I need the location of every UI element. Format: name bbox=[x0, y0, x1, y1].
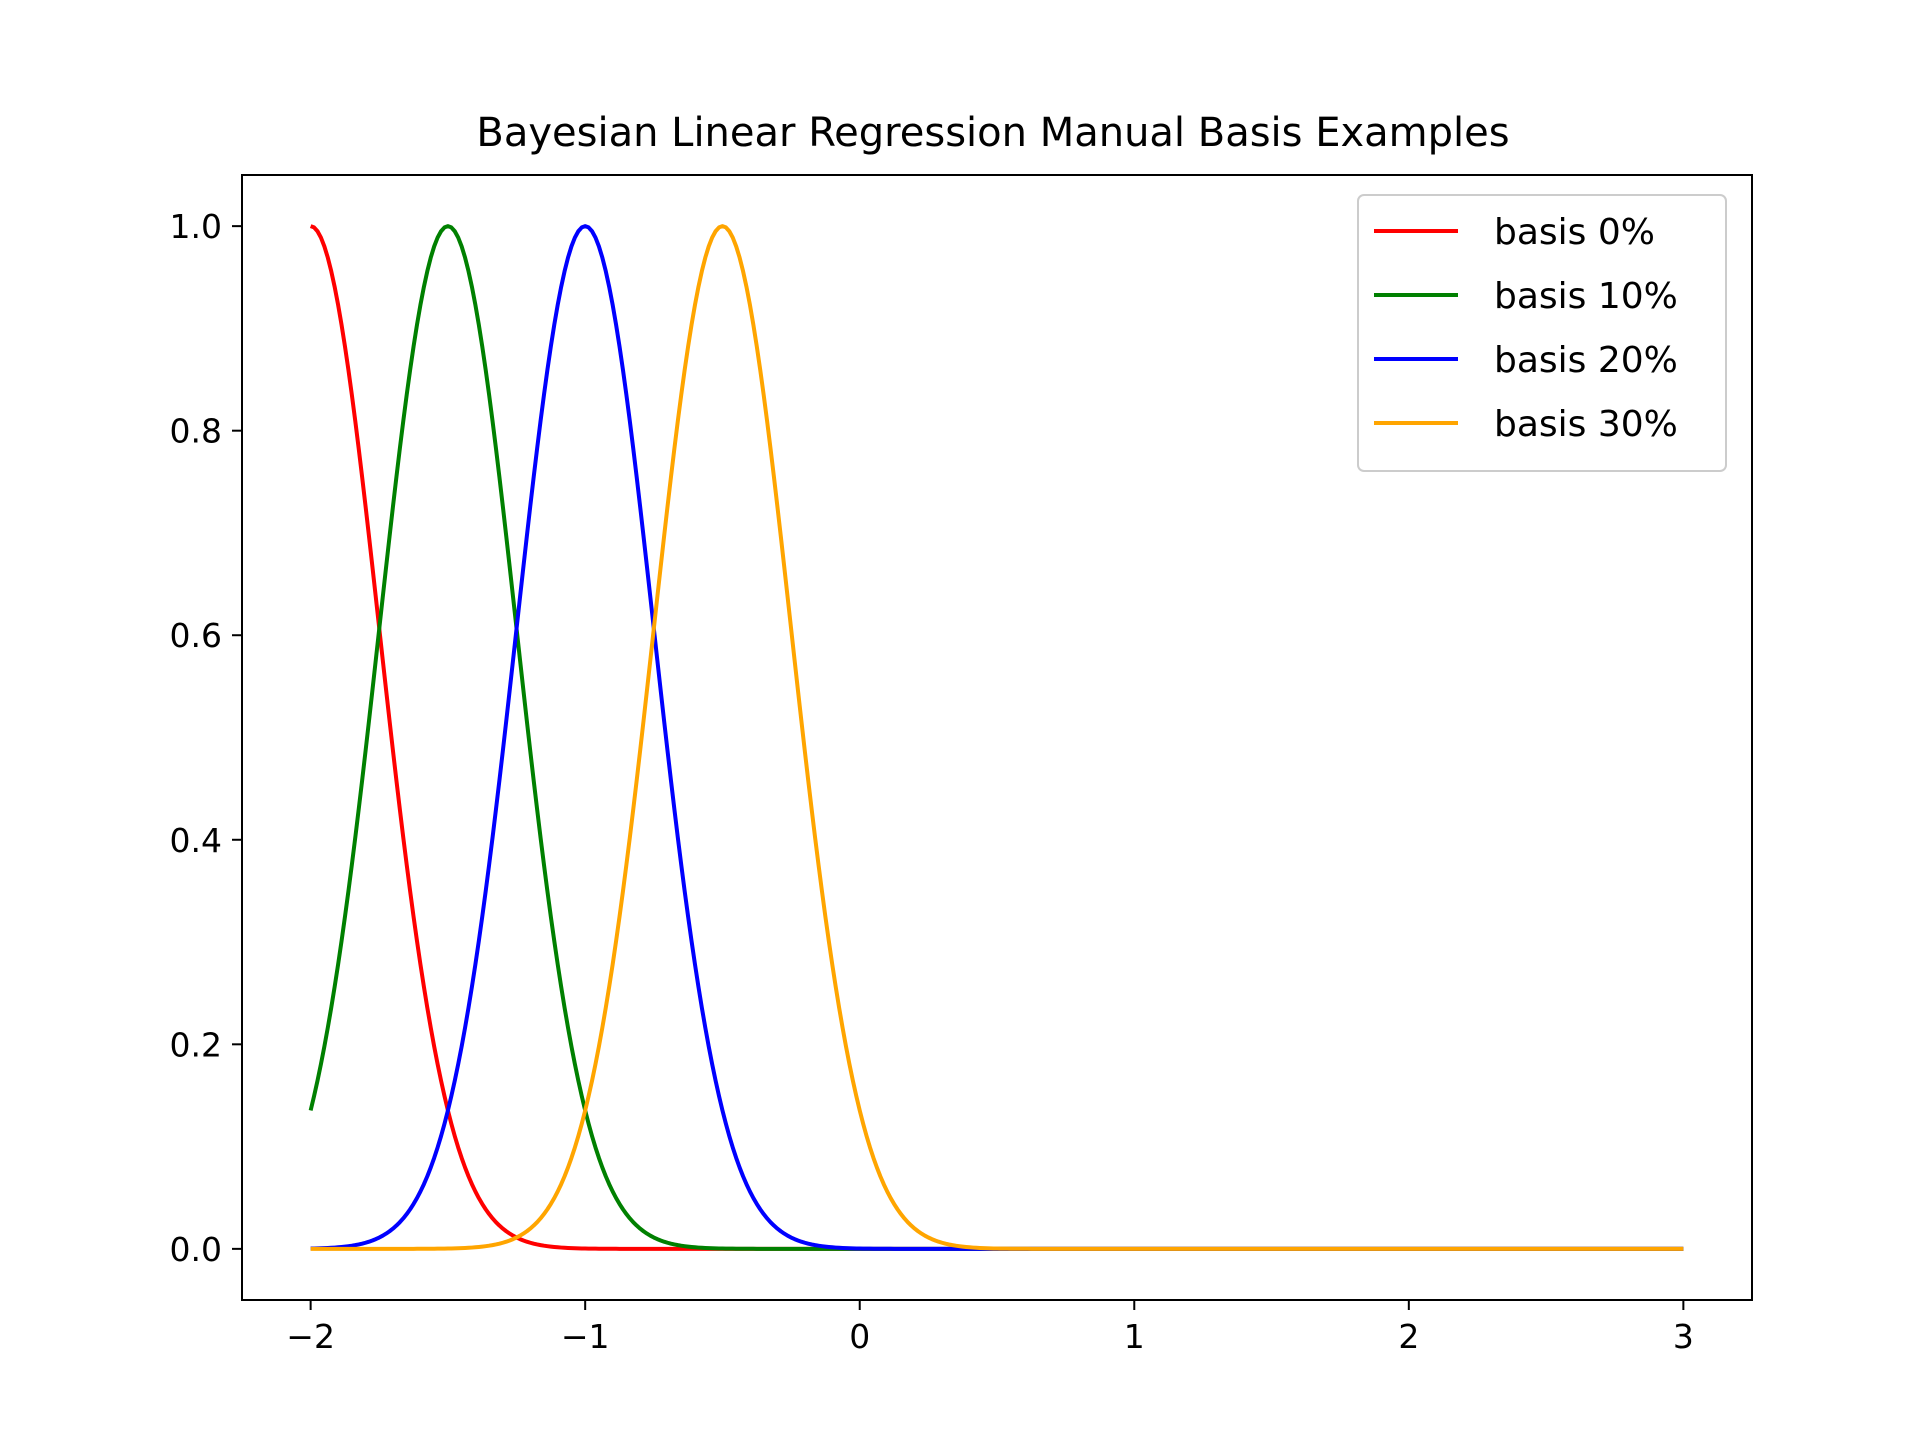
legend-label-2: basis 20% bbox=[1494, 340, 1678, 381]
legend-label-3: basis 30% bbox=[1494, 404, 1678, 445]
x-axis: −2 −1 0 1 2 3 bbox=[286, 1300, 1694, 1356]
y-tick-label: 0.4 bbox=[170, 821, 222, 860]
x-tick-label: 2 bbox=[1398, 1317, 1419, 1356]
y-tick-label: 0.0 bbox=[170, 1230, 222, 1269]
x-tick-label: 0 bbox=[849, 1317, 870, 1356]
legend-box bbox=[1357, 194, 1727, 472]
series-line-3 bbox=[310, 224, 1684, 1251]
x-tick-label: −1 bbox=[561, 1317, 610, 1356]
x-tick-label: 3 bbox=[1673, 1317, 1694, 1356]
chart-title: Bayesian Linear Regression Manual Basis … bbox=[476, 110, 1509, 156]
legend-label-1: basis 10% bbox=[1494, 276, 1678, 317]
y-tick-label: 1.0 bbox=[170, 207, 222, 246]
axes-frame bbox=[241, 174, 1753, 1301]
x-tick-label: −2 bbox=[286, 1317, 335, 1356]
legend-label-0: basis 0% bbox=[1494, 212, 1655, 253]
y-tick-label: 0.2 bbox=[170, 1025, 222, 1064]
plot-area bbox=[241, 174, 1753, 1301]
y-tick-label: 0.8 bbox=[170, 412, 222, 451]
y-tick-label: 0.6 bbox=[170, 616, 222, 655]
legend: basis 0% basis 10% basis 20% basis 30% bbox=[1357, 194, 1727, 472]
x-tick-label: 1 bbox=[1124, 1317, 1145, 1356]
y-axis: 0.0 0.2 0.4 0.6 0.8 1.0 bbox=[170, 207, 242, 1269]
